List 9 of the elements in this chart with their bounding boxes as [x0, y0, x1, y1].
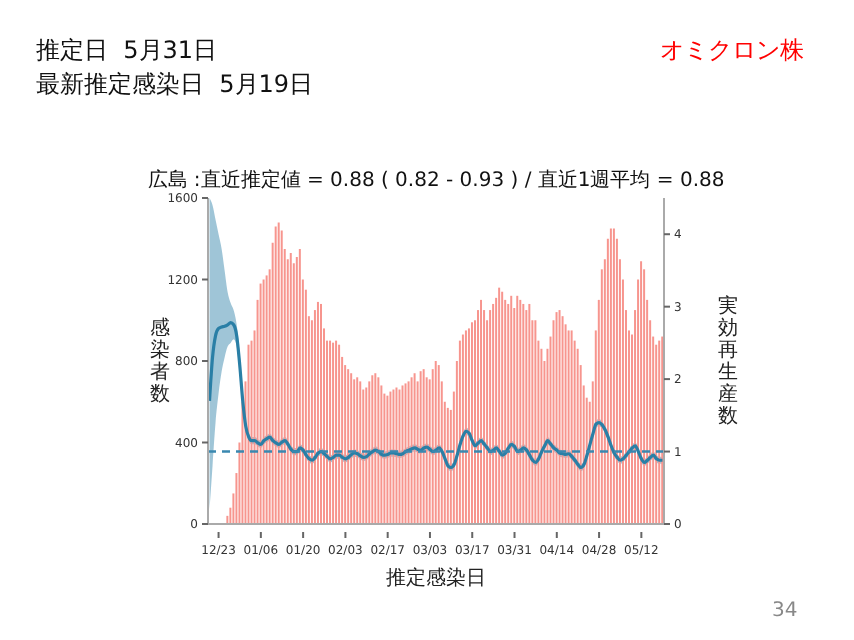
text: 推定日 5月31日	[36, 34, 218, 68]
x-axis-title: 推定感染日	[386, 566, 486, 590]
text: オミクロン株	[660, 34, 804, 68]
text: 最新推定感染日 5月19日	[36, 68, 314, 102]
line-series	[207, 321, 665, 470]
y-axis-title: 感染者数	[150, 316, 170, 406]
chart-title: 広島 :直近推定値 = 0.88 ( 0.82 - 0.93 ) / 直近1週平均 = 0.88	[147, 168, 725, 192]
text: 34	[772, 600, 798, 622]
y2-axis-title: 実効再生産数	[718, 294, 738, 428]
